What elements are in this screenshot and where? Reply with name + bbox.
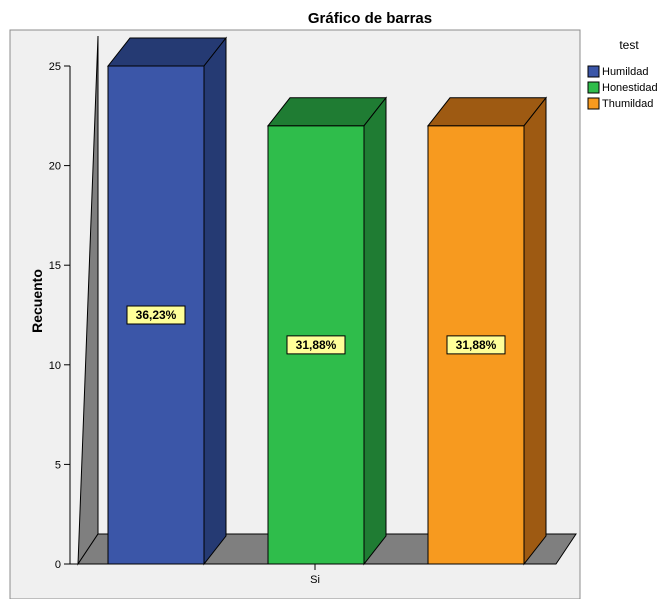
data-label-box bbox=[126, 305, 186, 325]
y-tick-label: 10 bbox=[49, 360, 61, 372]
legend-swatch-honestidad bbox=[587, 81, 600, 94]
y-tick-label: 25 bbox=[49, 61, 61, 73]
data-label-box bbox=[446, 335, 506, 355]
data-label-box bbox=[286, 335, 346, 355]
x-tick-label: Si bbox=[310, 574, 320, 586]
y-ticks: 0 5 10 15 20 25 bbox=[49, 61, 70, 571]
y-tick-label: 0 bbox=[55, 559, 61, 571]
y-tick-label: 20 bbox=[49, 161, 61, 173]
bar-thumildad: 31,88% bbox=[426, 96, 548, 566]
data-label: 31,88% bbox=[456, 338, 497, 352]
bar-side-humildad bbox=[203, 36, 227, 566]
bar-humildad: 36,23% bbox=[106, 36, 228, 566]
bars: 36,23% 31,88% 31,88% bbox=[106, 36, 548, 566]
y-axis-label: Recuento bbox=[29, 269, 45, 333]
data-label: 31,88% bbox=[296, 338, 337, 352]
legend-label-honestidad: Honestidad bbox=[602, 82, 658, 94]
bar-honestidad: 31,88% bbox=[266, 96, 388, 566]
y-tick-label: 15 bbox=[49, 260, 61, 272]
legend-label-thumildad: Thumildad bbox=[602, 98, 653, 110]
legend: test Humildad Honestidad Thumildad bbox=[587, 38, 658, 110]
legend-items: Humildad Honestidad Thumildad bbox=[587, 65, 658, 110]
legend-title: test bbox=[619, 38, 639, 52]
legend-label-humildad: Humildad bbox=[602, 66, 648, 78]
bar-side-thumildad bbox=[523, 96, 547, 566]
legend-swatch-thumildad bbox=[587, 97, 600, 110]
legend-swatch-humildad bbox=[587, 65, 600, 78]
data-label: 36,23% bbox=[136, 308, 177, 322]
y-tick-label: 5 bbox=[55, 459, 61, 471]
bar-side-honestidad bbox=[363, 96, 387, 566]
chart-title: Gráfico de barras bbox=[308, 10, 432, 27]
